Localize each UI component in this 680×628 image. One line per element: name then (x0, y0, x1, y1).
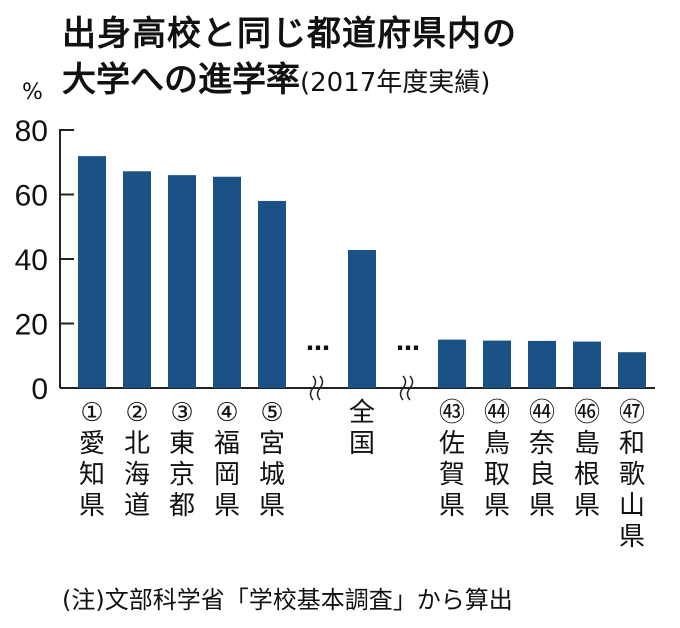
axis-break-ellipsis: … (306, 328, 330, 356)
rank-badge: ㊼ (618, 398, 645, 428)
rank-badge: ㊹ (528, 398, 555, 428)
y-tick-label: 80 (15, 115, 48, 148)
x-label: 全国 (342, 398, 382, 460)
prefecture-name: 奈良県 (529, 429, 556, 521)
x-label: ② 北海道 (117, 398, 157, 522)
prefecture-name: 全国 (349, 398, 376, 459)
prefecture-name: 福岡県 (214, 429, 241, 521)
rank-badge: ㊻ (573, 398, 600, 428)
x-label: ⑤ 宮城県 (252, 398, 292, 522)
rank-badge: ④ (215, 398, 239, 428)
chart-title-line2: 大学への進学率(2017年度実績) (62, 52, 490, 101)
bar-宮城県 (258, 200, 286, 388)
x-label: ③ 東京都 (162, 398, 202, 522)
rank-badge: ⑤ (260, 398, 284, 428)
chart-title-line1: 出身高校と同じ都道府県内の (62, 14, 517, 54)
y-tick-label: 60 (15, 180, 48, 213)
rank-badge: ① (80, 398, 104, 428)
y-tick-label: 0 (31, 373, 48, 406)
prefecture-name: 宮城県 (259, 429, 286, 521)
prefecture-name: 北海道 (124, 429, 151, 521)
y-tick-label: 20 (15, 309, 48, 342)
bar-北海道 (123, 171, 151, 388)
bar-愛知県 (78, 156, 106, 388)
axis-break-icon (399, 375, 414, 401)
bar-全国 (348, 249, 376, 388)
x-label: ① 愛知県 (72, 398, 112, 522)
bar-奈良県 (528, 340, 556, 388)
bar-島根県 (573, 341, 601, 388)
bar-東京都 (168, 175, 196, 388)
prefecture-name: 島根県 (574, 429, 601, 521)
axis-break-ellipsis: … (396, 328, 420, 356)
rank-badge: ㊹ (483, 398, 510, 428)
rank-badge: ② (125, 398, 149, 428)
chart-title-main: 大学への進学率 (62, 60, 300, 100)
y-axis-unit: % (22, 80, 43, 105)
rank-badge: ③ (170, 398, 194, 428)
rank-badge: ㊸ (438, 398, 465, 428)
prefecture-name: 佐賀県 (439, 429, 466, 521)
bar-佐賀県 (438, 339, 466, 388)
x-label: ④ 福岡県 (207, 398, 247, 522)
chart-subtitle: (2017年度実績) (300, 68, 491, 98)
prefecture-name: 鳥取県 (484, 429, 511, 521)
prefecture-name: 和歌山県 (619, 429, 646, 552)
prefecture-name: 東京都 (169, 429, 196, 521)
prefecture-name: 愛知県 (79, 429, 106, 521)
y-tick-label: 40 (15, 244, 48, 277)
bar-福岡県 (213, 176, 241, 388)
axis-break-icon (309, 375, 324, 401)
bar-和歌山県 (618, 352, 646, 388)
bar-鳥取県 (483, 340, 511, 388)
source-note: (注)文部科学省「学校基本調査」から算出 (62, 586, 513, 614)
